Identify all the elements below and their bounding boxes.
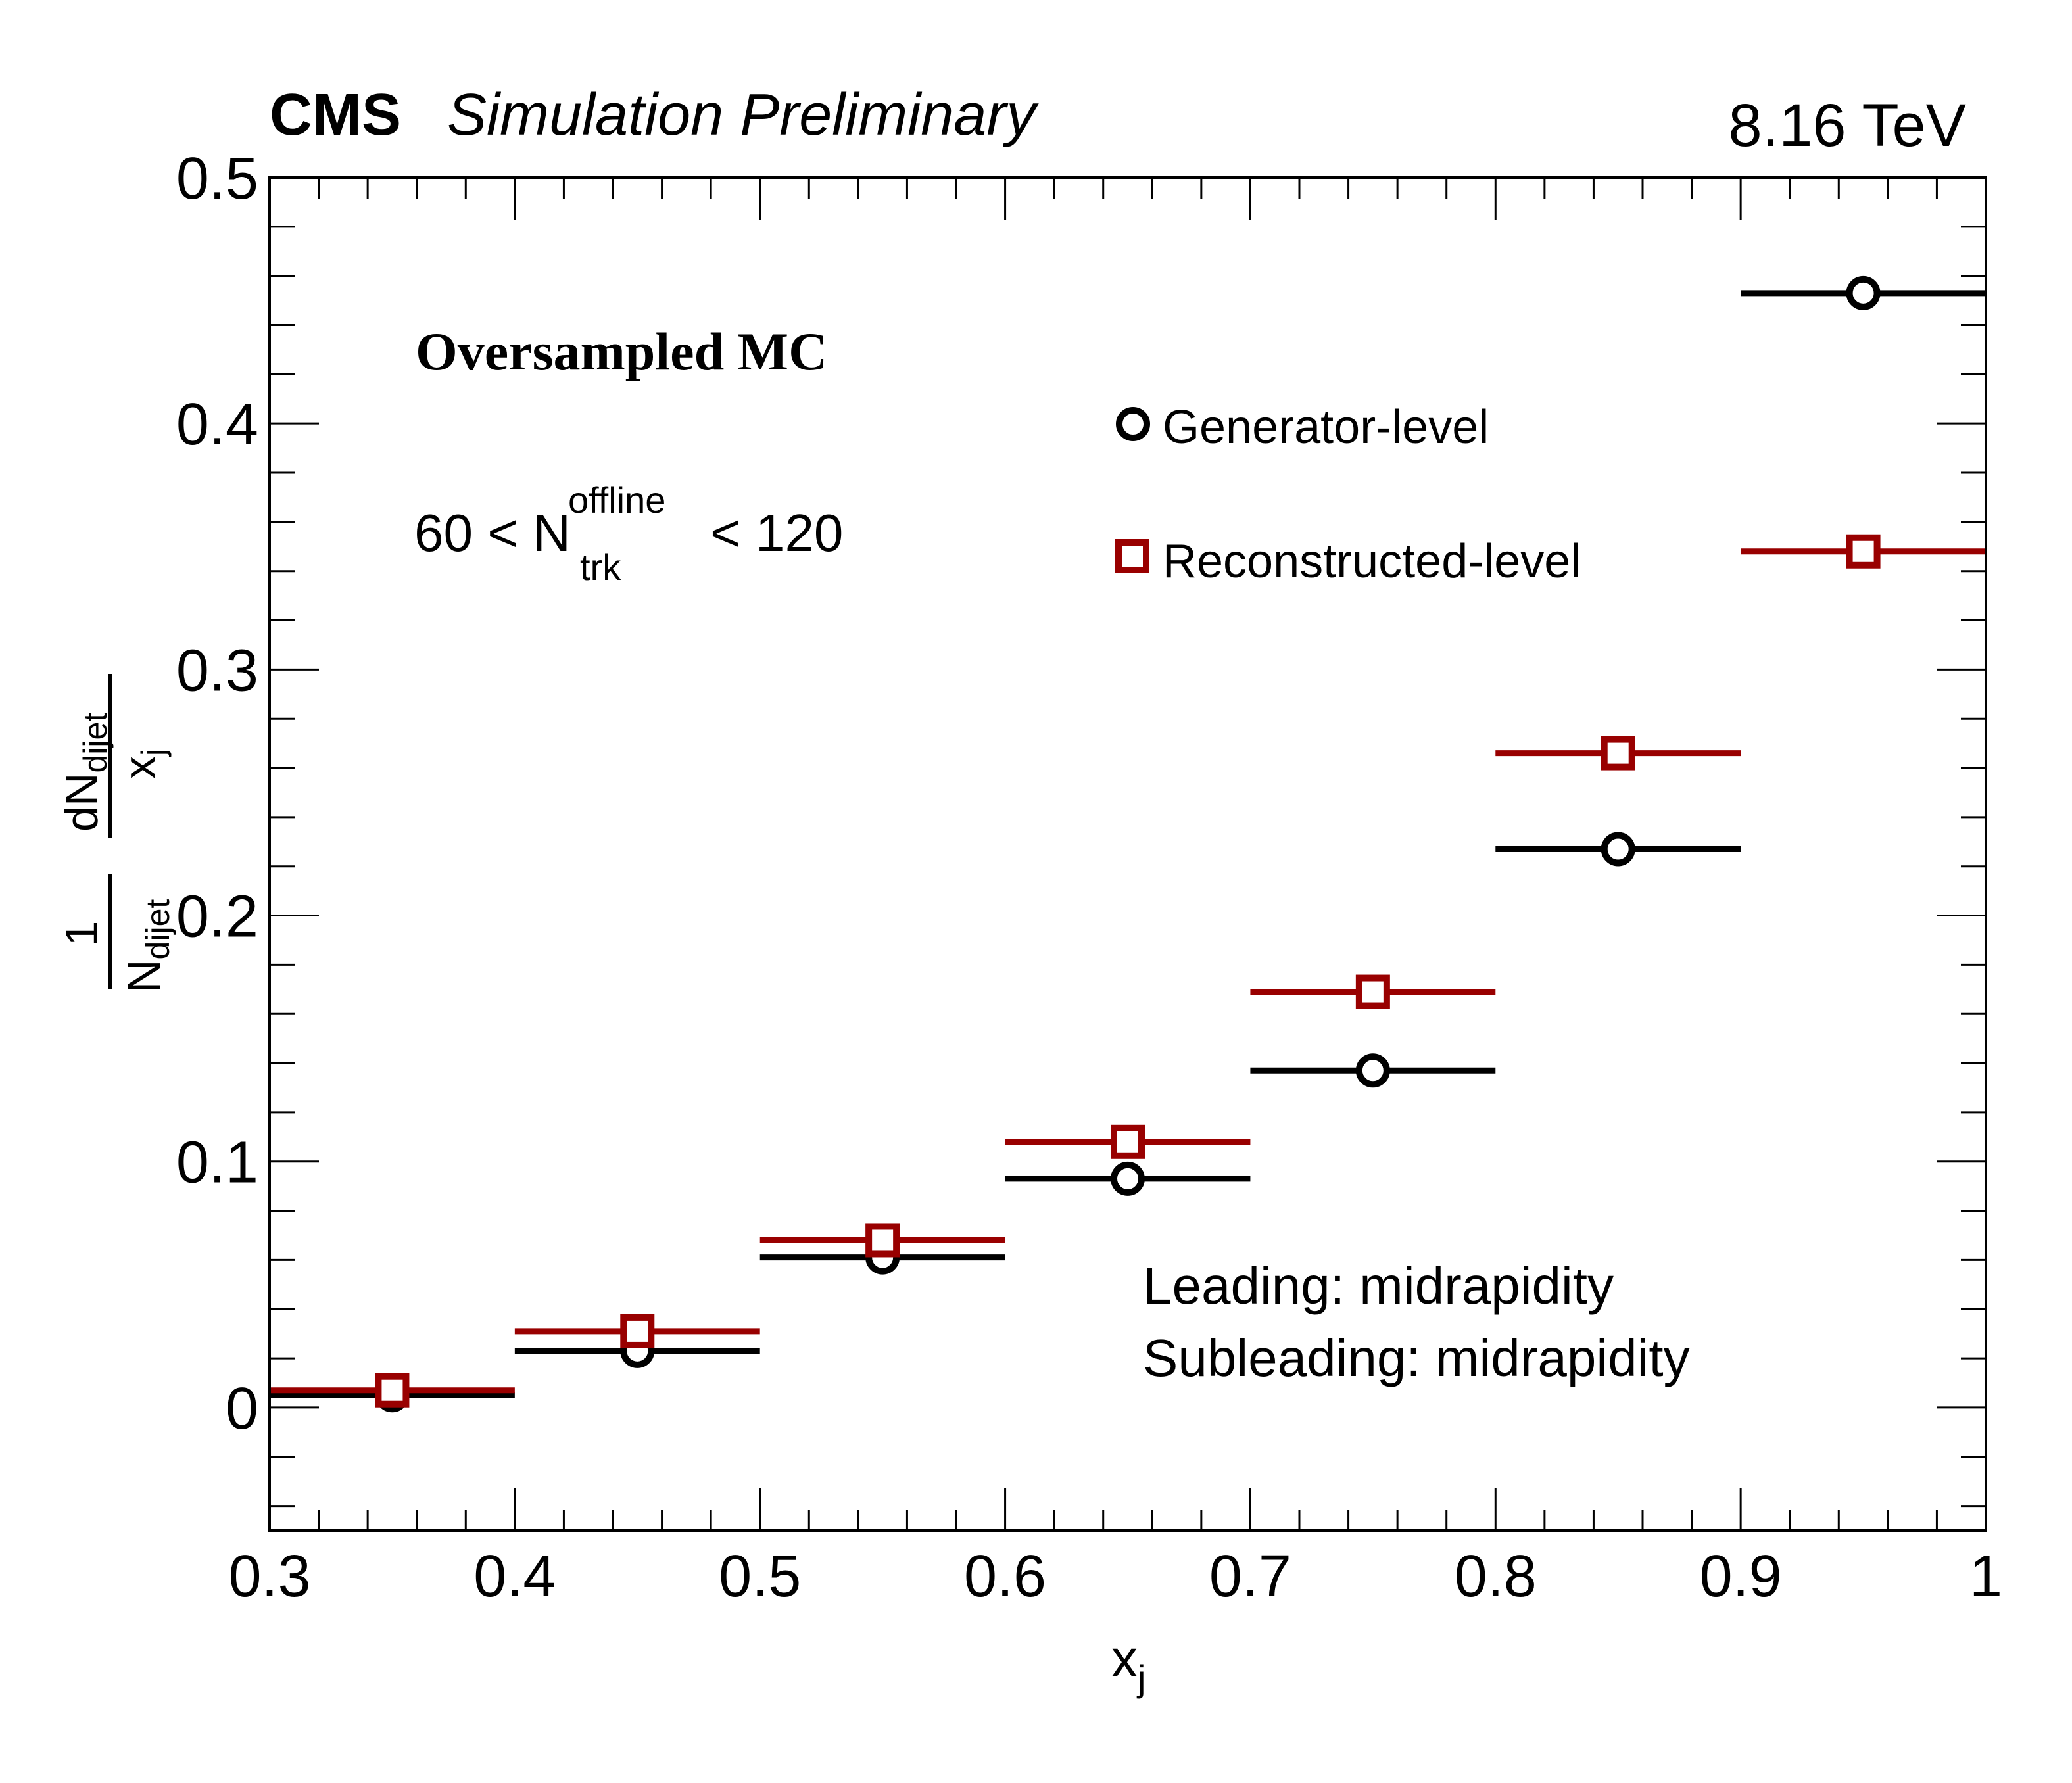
y-title-x-base: x <box>114 756 165 779</box>
selection-subscript: trk <box>580 546 621 588</box>
selection-superscript: offline <box>568 479 665 521</box>
y-tick-label: 0.5 <box>176 146 258 212</box>
x-axis-title-base: x <box>1111 1629 1138 1688</box>
y-tick-label: 0.1 <box>176 1130 258 1196</box>
series-generator <box>270 275 1986 1413</box>
selection-prefix: 60 < N <box>414 504 571 562</box>
x-axis-title: xj <box>1111 1629 1145 1699</box>
selection-suffix: < 120 <box>710 504 843 562</box>
status-label: Simulation Preliminary <box>447 82 1039 148</box>
legend-label-generator: Generator-level <box>1163 401 1489 454</box>
y-title-dn-base: dN <box>56 773 107 832</box>
data-point <box>1601 736 1635 771</box>
data-point <box>620 1314 655 1348</box>
region-line-subleading: Subleading: midrapidity <box>1143 1329 1690 1387</box>
data-series <box>270 275 1986 1413</box>
data-point <box>1355 1053 1390 1088</box>
legend-label-reconstructed: Reconstructed-level <box>1163 535 1581 588</box>
y-tick-label: 0.2 <box>176 884 258 950</box>
x-tick-label: 0.4 <box>473 1544 556 1609</box>
plot-frame <box>268 176 1987 1532</box>
y-title-n-sub: dijet <box>139 899 176 960</box>
axis-tick-labels: 0.3 0.4 0.5 0.6 0.7 0.8 0.9 1 0 0.1 0.2 0.3 0.4 0.5 <box>176 146 2002 1609</box>
x-tick-label: 0.6 <box>964 1544 1046 1609</box>
data-point <box>865 1223 900 1258</box>
y-title-dn: dNdijet <box>56 713 114 832</box>
x-tick-label: 1 <box>1969 1544 2002 1609</box>
data-point <box>1111 1161 1145 1196</box>
energy-label: 8.16 TeV <box>1729 92 1967 159</box>
data-point <box>1111 1124 1145 1159</box>
data-point <box>1846 275 1881 310</box>
x-tick-label: 0.8 <box>1455 1544 1537 1609</box>
legend-marker-generator <box>1116 407 1150 441</box>
x-tick-label: 0.7 <box>1209 1544 1291 1609</box>
y-title-n-base: N <box>118 959 170 993</box>
data-point <box>1355 974 1390 1009</box>
y-tick-label: 0 <box>226 1376 258 1442</box>
series-reconstructed <box>270 534 1986 1408</box>
x-tick-label: 0.3 <box>228 1544 310 1609</box>
y-title-denominator: Ndijet <box>118 899 176 993</box>
y-title-dn-sub: dijet <box>77 713 114 773</box>
y-title-xj: xj <box>114 749 172 779</box>
y-tick-label: 0.4 <box>176 392 258 458</box>
x-tick-label: 0.9 <box>1700 1544 1782 1609</box>
region-line-leading: Leading: midrapidity <box>1143 1256 1614 1315</box>
y-tick-label: 0.3 <box>176 638 258 703</box>
sample-label: Oversampled MC <box>416 321 827 381</box>
experiment-label: CMS <box>270 82 401 148</box>
axis-ticks <box>268 176 1987 1531</box>
x-axis-title-sub: j <box>1136 1657 1145 1699</box>
y-title-x-sub: j <box>135 749 172 757</box>
data-point <box>1846 534 1881 569</box>
y-title-one: 1 <box>56 921 107 947</box>
legend-marker-reconstructed <box>1115 539 1149 573</box>
x-tick-label: 0.5 <box>719 1544 801 1609</box>
selection-label: 60 < Noffline trk < 120 <box>414 479 843 588</box>
data-point <box>375 1373 410 1408</box>
legend: Generator-level Reconstructed-level <box>1115 401 1581 588</box>
y-axis-title: 1 Ndijet dNdijet xj <box>56 674 176 993</box>
data-point <box>1601 832 1635 867</box>
